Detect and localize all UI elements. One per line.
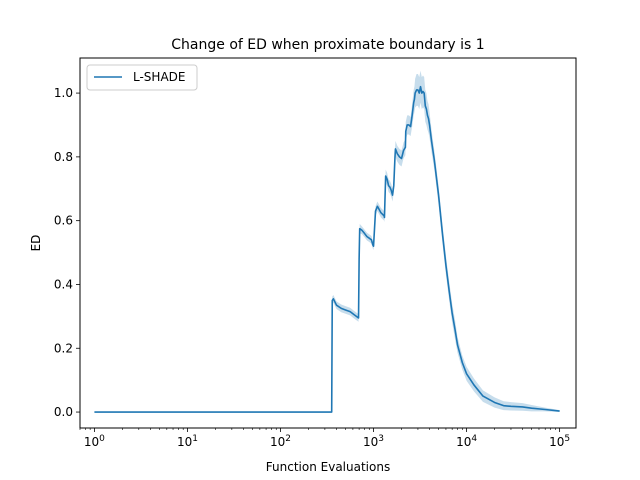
legend-box bbox=[86, 64, 198, 91]
x-tick-label-0: 100 bbox=[84, 434, 105, 449]
y-tick-label-1: 0.2 bbox=[54, 341, 73, 355]
x-axis-label: Function Evaluations bbox=[266, 460, 390, 474]
plot-layer bbox=[94, 70, 560, 413]
y-tick-label-5: 1.0 bbox=[54, 86, 73, 100]
series-line-0 bbox=[94, 85, 560, 413]
x-tick-label-2: 102 bbox=[270, 434, 291, 449]
x-tick-label-3: 103 bbox=[363, 434, 384, 449]
y-tick-label-2: 0.4 bbox=[54, 277, 73, 291]
y-tick-label-3: 0.6 bbox=[54, 214, 73, 228]
x-tick-label-4: 104 bbox=[456, 434, 477, 449]
y-tick-label-4: 0.8 bbox=[54, 150, 73, 164]
legend-label-lshade: L-SHADE bbox=[133, 70, 185, 84]
chart-title: Change of ED when proximate boundary is … bbox=[171, 37, 484, 53]
plot-frame bbox=[79, 57, 577, 429]
ticks-layer: 100 101 102 103 104 105 0.0 0.2 0.4 0.6 0.8 1.0 bbox=[54, 86, 570, 449]
y-tick-label-0: 0.0 bbox=[54, 405, 73, 419]
legend: L-SHADE bbox=[86, 64, 198, 91]
x-tick-label-1: 101 bbox=[177, 434, 198, 449]
y-axis-label: ED bbox=[29, 235, 43, 252]
x-tick-label-5: 105 bbox=[549, 434, 570, 449]
